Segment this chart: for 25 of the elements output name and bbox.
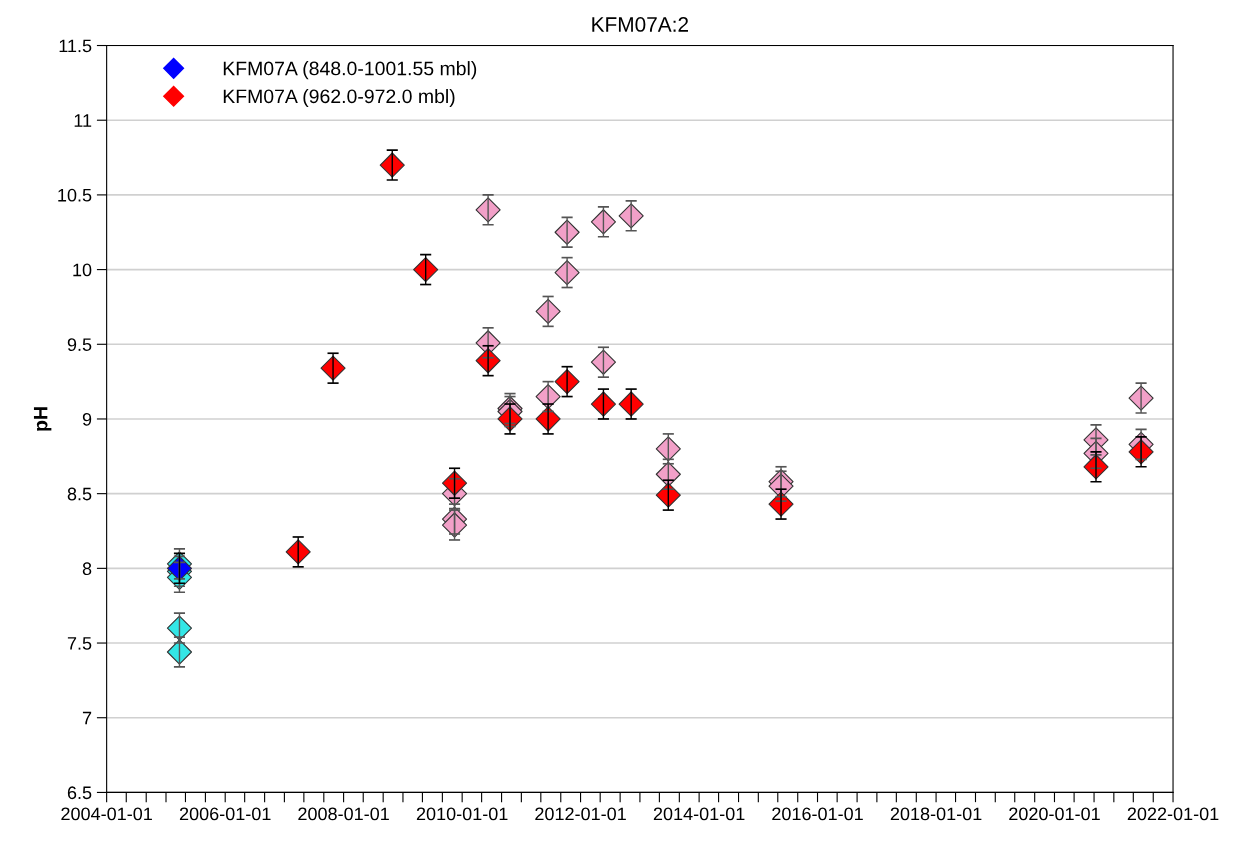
y-tick-label: 10 [73,263,92,277]
y-tick-label: 8 [82,562,92,576]
x-tick-label: 2010-01-01 [416,807,508,821]
x-tick-label: 2020-01-01 [1009,807,1100,821]
y-tick-label: 11.5 [59,39,92,53]
y-tick-label: 6.5 [67,786,92,800]
x-tick-label: 2016-01-01 [772,807,863,821]
x-tick-label: 2014-01-01 [653,807,745,821]
y-tick-label: 9 [82,412,92,426]
y-tick-label: 7.5 [67,637,92,650]
x-tick-label: 2008-01-01 [298,807,389,821]
chart-title: KFM07A:2 [592,17,689,32]
x-tick-label: 2004-01-01 [61,807,152,821]
x-tick-label: 2006-01-01 [179,807,271,821]
y-tick-label: 9.5 [67,338,92,351]
y-tick-label: 10.5 [58,188,92,202]
x-tick-label: 2018-01-01 [890,807,982,821]
legend-label: KFM07A (962.0-972.0 mbl) [223,88,455,108]
x-tick-label: 2012-01-01 [535,807,626,821]
x-tick-label: 2022-01-01 [1127,807,1219,821]
legend-label: KFM07A (848.0-1001.55 mbl) [223,61,477,80]
y-axis-title: pH [33,407,52,431]
y-tick-label: 11 [74,114,92,127]
y-tick-label: 8.5 [67,487,92,501]
y-tick-label: 7 [82,711,92,725]
